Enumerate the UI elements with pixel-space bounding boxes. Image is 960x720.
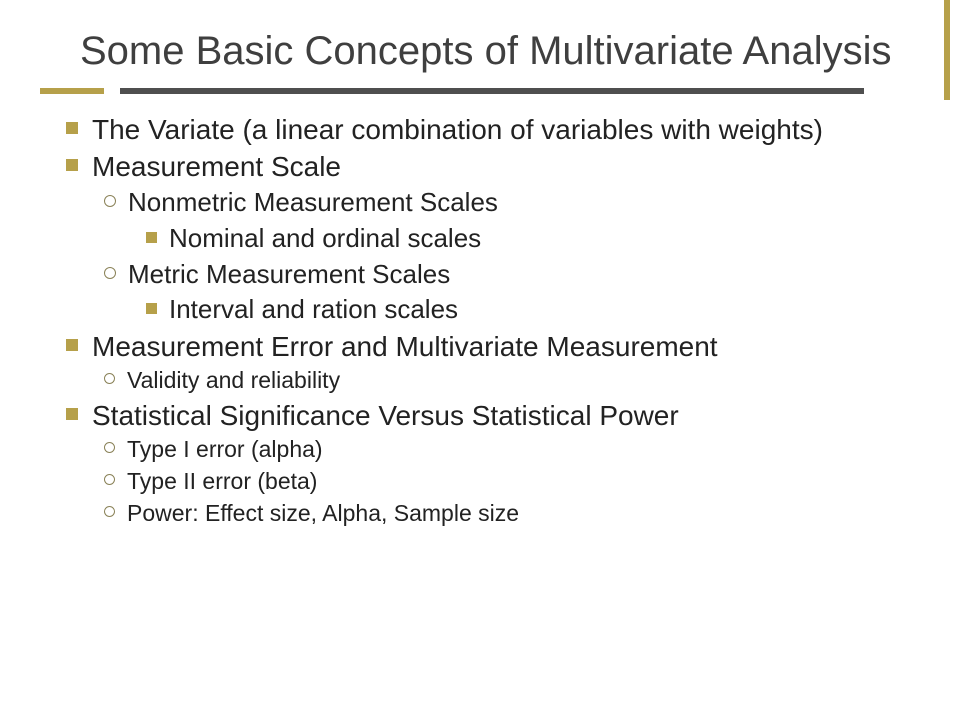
circle-bullet-icon (104, 442, 115, 453)
square-bullet-icon (66, 159, 78, 171)
square-bullet-icon (146, 232, 157, 243)
item-text: Type II error (beta) (127, 467, 920, 497)
list-item: Power: Effect size, Alpha, Sample size (104, 499, 920, 529)
item-text: Type I error (alpha) (127, 435, 920, 465)
square-bullet-icon (146, 303, 157, 314)
item-text: Measurement Scale (92, 149, 920, 184)
underline-main (120, 88, 864, 94)
slide: Some Basic Concepts of Multivariate Anal… (0, 0, 960, 720)
list-item: Interval and ration scales (146, 293, 920, 327)
square-bullet-icon (66, 339, 78, 351)
list-item: Metric Measurement Scales (104, 258, 920, 292)
item-text: Measurement Error and Multivariate Measu… (92, 329, 920, 364)
square-bullet-icon (66, 408, 78, 420)
item-text: Nominal and ordinal scales (169, 222, 920, 256)
list-item: Type I error (alpha) (104, 435, 920, 465)
underline-accent-stub (40, 88, 104, 94)
item-text: Nonmetric Measurement Scales (128, 186, 920, 220)
circle-bullet-icon (104, 195, 116, 207)
circle-bullet-icon (104, 506, 115, 517)
bullet-list: The Variate (a linear combination of var… (66, 112, 920, 529)
item-text: Statistical Significance Versus Statisti… (92, 398, 920, 433)
content-area: The Variate (a linear combination of var… (40, 112, 920, 529)
list-item: Measurement Scale (66, 149, 920, 184)
square-bullet-icon (66, 122, 78, 134)
slide-title: Some Basic Concepts of Multivariate Anal… (80, 28, 920, 80)
item-text: Validity and reliability (127, 366, 920, 396)
title-block: Some Basic Concepts of Multivariate Anal… (80, 28, 920, 80)
list-item: Type II error (beta) (104, 467, 920, 497)
list-item: The Variate (a linear combination of var… (66, 112, 920, 147)
title-underline (40, 88, 920, 94)
list-item: Nominal and ordinal scales (146, 222, 920, 256)
item-text: Interval and ration scales (169, 293, 920, 327)
item-text: Power: Effect size, Alpha, Sample size (127, 499, 920, 529)
list-item: Nonmetric Measurement Scales (104, 186, 920, 220)
item-text: Metric Measurement Scales (128, 258, 920, 292)
list-item: Measurement Error and Multivariate Measu… (66, 329, 920, 364)
list-item: Statistical Significance Versus Statisti… (66, 398, 920, 433)
circle-bullet-icon (104, 267, 116, 279)
circle-bullet-icon (104, 373, 115, 384)
circle-bullet-icon (104, 474, 115, 485)
list-item: Validity and reliability (104, 366, 920, 396)
item-text: The Variate (a linear combination of var… (92, 112, 920, 147)
